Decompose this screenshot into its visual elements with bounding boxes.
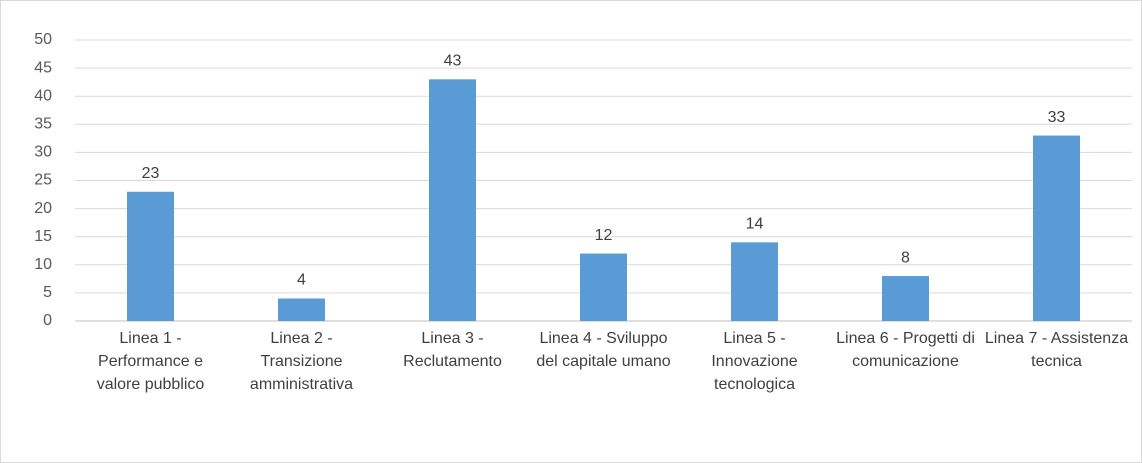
- bar: [731, 242, 778, 321]
- y-tick-label: 25: [34, 172, 52, 189]
- y-tick-label: 50: [34, 31, 52, 48]
- x-tick-label: Linea 7 - Assistenza tecnica: [984, 330, 1129, 370]
- y-tick-label: 20: [34, 200, 52, 217]
- bar: [882, 276, 929, 321]
- x-tick-label: Linea 2 - Transizione amministrativa: [249, 330, 354, 393]
- data-label: 8: [901, 249, 910, 266]
- data-label: 43: [444, 53, 462, 70]
- data-label: 23: [142, 165, 160, 182]
- bar: [429, 79, 476, 321]
- y-tick-label: 30: [34, 144, 52, 161]
- x-tick-label: Linea 1 - Performance e valore pubblico: [96, 330, 205, 393]
- data-label: 12: [595, 227, 613, 244]
- bar: [278, 298, 325, 321]
- y-tick-label: 40: [34, 87, 52, 104]
- bar: [1033, 135, 1080, 321]
- x-tick-label: Linea 6 - Progetti di comunicazione: [836, 330, 975, 370]
- data-label: 33: [1048, 109, 1066, 126]
- bar: [127, 191, 174, 321]
- data-label: 14: [746, 216, 764, 233]
- y-tick-label: 35: [34, 116, 52, 133]
- y-tick-label: 5: [43, 284, 52, 301]
- y-tick-label: 10: [34, 256, 52, 273]
- y-tick-label: 15: [34, 228, 52, 245]
- x-tick-label: Linea 4 - Sviluppo del capitale umano: [536, 330, 671, 370]
- y-tick-label: 45: [34, 59, 52, 76]
- data-label: 4: [297, 272, 306, 289]
- bar: [580, 253, 627, 321]
- y-tick-label: 0: [43, 312, 52, 329]
- x-tick-label: Linea 3 - Reclutamento: [403, 330, 502, 370]
- x-tick-label: Linea 5 - Innovazione tecnologica: [711, 330, 798, 393]
